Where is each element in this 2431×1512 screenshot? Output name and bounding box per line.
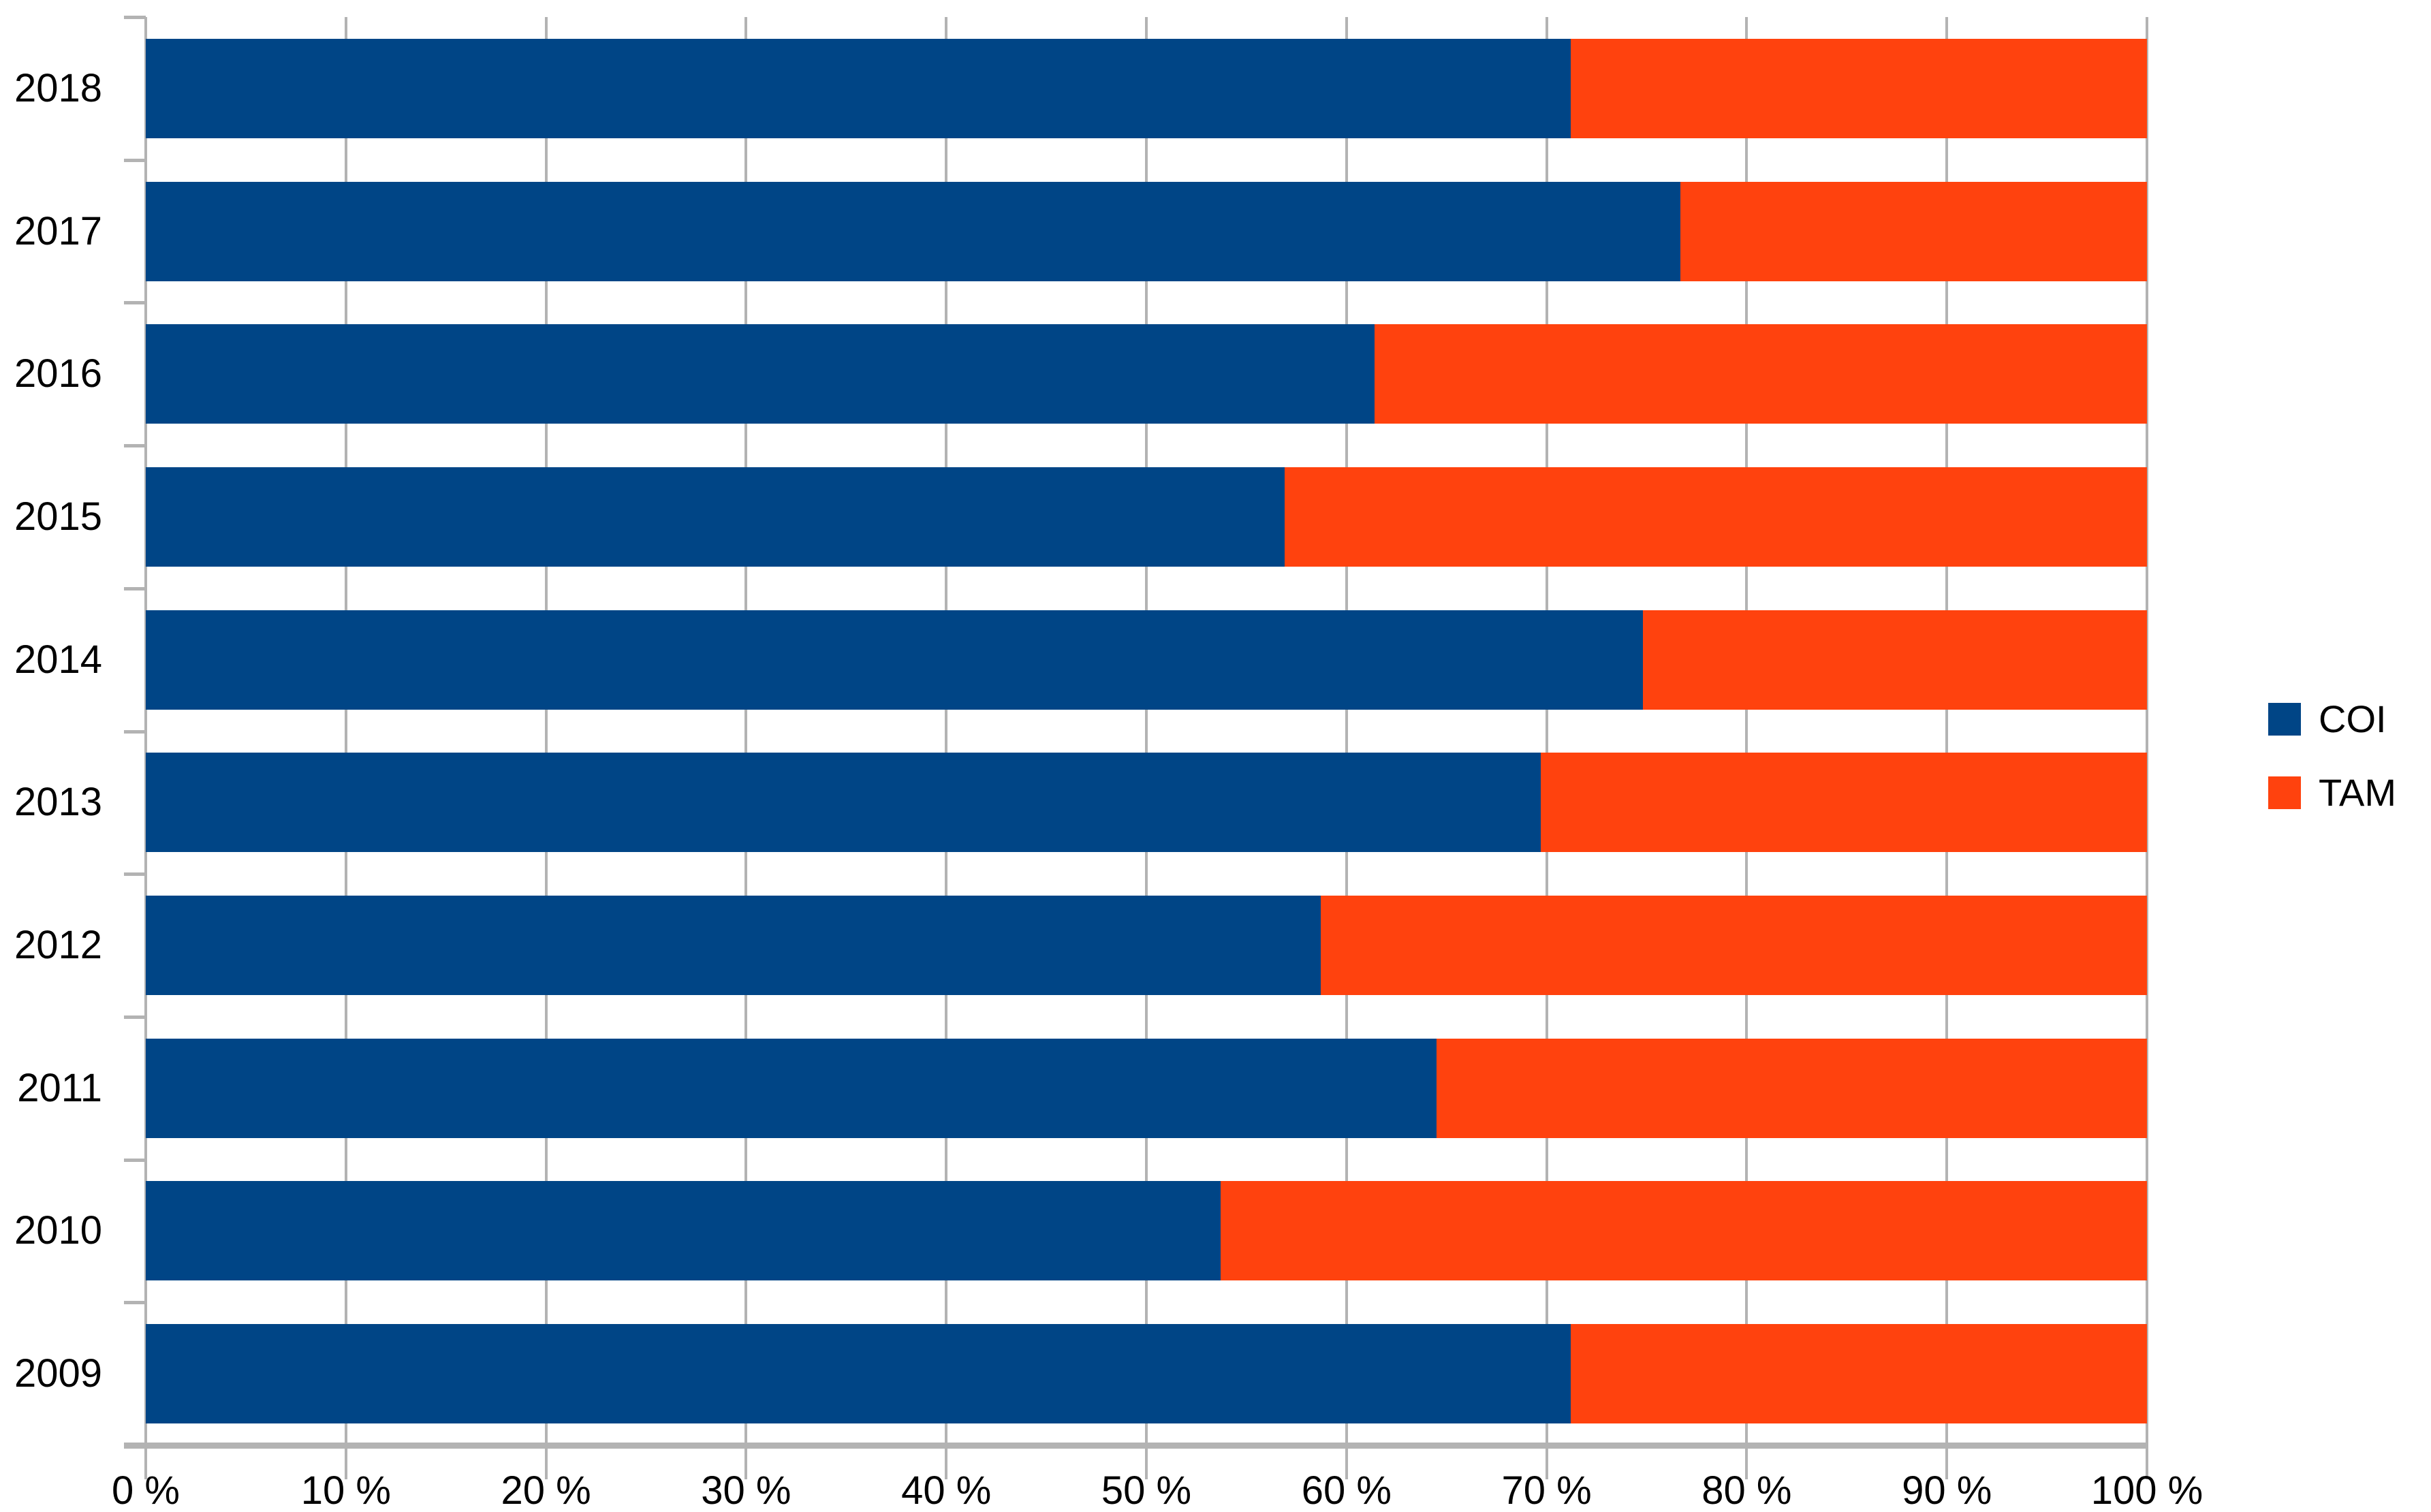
y-category-label: 2009 (14, 1351, 102, 1396)
y-axis-tick (124, 158, 146, 162)
gridline (744, 17, 748, 1479)
x-tick-label: 20 % (501, 1468, 591, 1512)
y-axis-tick (124, 1158, 146, 1162)
bar-segment-tam-2017 (1680, 181, 2147, 281)
x-tick-label: 70 % (1501, 1468, 1592, 1512)
bar-segment-tam-2009 (1570, 1324, 2147, 1424)
legend-item-tam: TAM (2268, 774, 2396, 812)
x-axis-line (124, 1443, 2148, 1449)
legend-label: COI (2319, 697, 2387, 740)
y-axis-tick (124, 301, 146, 305)
bar-segment-coi-2014 (146, 610, 1643, 710)
y-category-label: 2010 (14, 1208, 102, 1253)
y-axis-tick (124, 872, 146, 877)
y-category-label: 2013 (14, 780, 102, 825)
x-tick-label: 40 % (901, 1468, 992, 1512)
bar-segment-coi-2011 (146, 1038, 1437, 1138)
x-tick-label: 100 % (2090, 1468, 2203, 1512)
bar-segment-coi-2010 (146, 1181, 1221, 1281)
x-tick-label: 90 % (1902, 1468, 1992, 1512)
bar-segment-coi-2016 (146, 324, 1375, 424)
x-tick-label: 60 % (1301, 1468, 1392, 1512)
gridline (1145, 17, 1148, 1479)
gridline (1345, 17, 1348, 1479)
y-category-label: 2015 (14, 494, 102, 539)
x-tick-label: 0 % (112, 1468, 180, 1512)
legend-swatch-tam (2268, 776, 2301, 809)
y-axis-tick (124, 729, 146, 734)
bar-segment-tam-2013 (1540, 753, 2147, 853)
bar-segment-tam-2016 (1374, 324, 2147, 424)
gridline (344, 17, 347, 1479)
y-category-label: 2017 (14, 208, 102, 253)
y-category-label: 2011 (17, 1065, 102, 1110)
y-category-label: 2018 (14, 65, 102, 110)
legend-item-coi: COI (2268, 700, 2396, 738)
gridline (1745, 17, 1748, 1479)
y-axis-tick (124, 1015, 146, 1019)
x-tick-label: 50 % (1101, 1468, 1192, 1512)
bar-segment-coi-2012 (146, 896, 1321, 996)
y-axis-tick (124, 444, 146, 448)
chart-legend: COI TAM (2268, 700, 2396, 812)
bar-segment-tam-2011 (1437, 1038, 2147, 1138)
y-category-label: 2014 (14, 637, 102, 682)
y-axis-tick (124, 586, 146, 590)
gridline (945, 17, 948, 1479)
x-tick-label: 30 % (701, 1468, 791, 1512)
bar-segment-tam-2012 (1320, 896, 2147, 996)
legend-label: TAM (2319, 771, 2397, 814)
bar-segment-coi-2009 (146, 1324, 1571, 1424)
gridline (1545, 17, 1548, 1479)
bar-segment-coi-2013 (146, 753, 1541, 853)
gridline (1945, 17, 1949, 1479)
y-category-label: 2012 (14, 923, 102, 968)
y-axis-tick (124, 16, 146, 19)
legend-swatch-coi (2268, 703, 2301, 736)
bar-segment-coi-2015 (146, 467, 1285, 567)
bar-segment-coi-2017 (146, 181, 1681, 281)
bar-segment-tam-2018 (1570, 38, 2147, 138)
bar-segment-tam-2015 (1284, 467, 2147, 567)
x-tick-label: 10 % (300, 1468, 391, 1512)
y-category-label: 2016 (14, 351, 102, 396)
y-axis-line (144, 17, 147, 1445)
bar-segment-tam-2010 (1220, 1181, 2147, 1281)
gridline (544, 17, 548, 1479)
y-axis-tick (124, 1301, 146, 1305)
x-tick-label: 80 % (1701, 1468, 1792, 1512)
bar-segment-coi-2018 (146, 38, 1571, 138)
gridline (2146, 17, 2148, 1479)
bar-segment-tam-2014 (1642, 610, 2147, 710)
